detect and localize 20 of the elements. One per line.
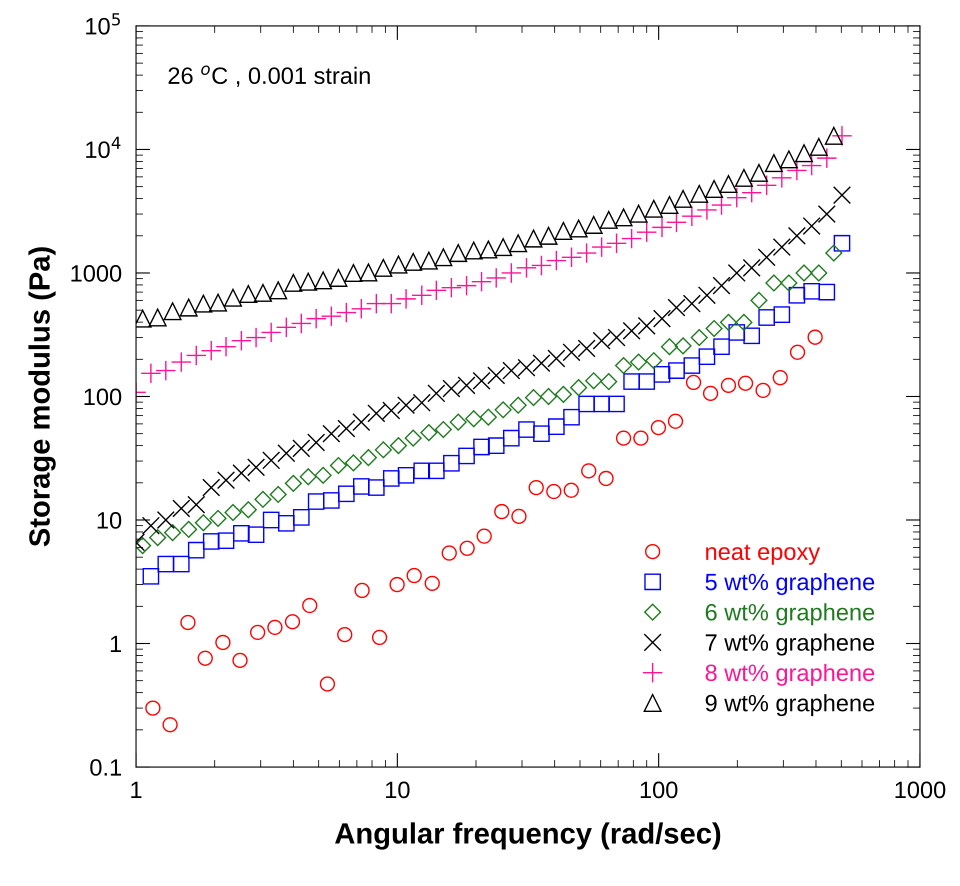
y-tick-label: 10$^{5}$ (86, 13, 120, 35)
y-tick-label: 10 (98, 512, 122, 529)
y-tick-label: 100 (84, 388, 122, 406)
x-axis-title: Angular frequency (rad/sec) (335, 822, 720, 850)
legend-label: 5 wt% graphene (706, 573, 874, 596)
legend-label: 9 wt% graphene (706, 694, 874, 716)
legend-label: 7 wt% graphene (706, 634, 874, 656)
y-tick-label: 1 (110, 636, 121, 652)
y-axis-title: Storage modulus (Pa) (28, 247, 56, 546)
x-tick-label: 10 (386, 782, 410, 798)
x-tick-label: 1000 (896, 782, 946, 798)
annotation: 26 $^{o}$C , 0.001 strain (168, 66, 370, 87)
y-tick-label: 1000 (71, 265, 122, 282)
legend-label: 6 wt% graphene (706, 603, 874, 626)
legend-label: 8 wt% graphene (706, 664, 874, 686)
x-tick-label: 1 (131, 782, 142, 798)
y-tick-label: 0.1 (90, 759, 121, 776)
x-tick-label: 100 (640, 782, 678, 798)
y-tick-label: 10$^{4}$ (86, 136, 120, 158)
legend-label: neat epoxy (706, 544, 820, 565)
